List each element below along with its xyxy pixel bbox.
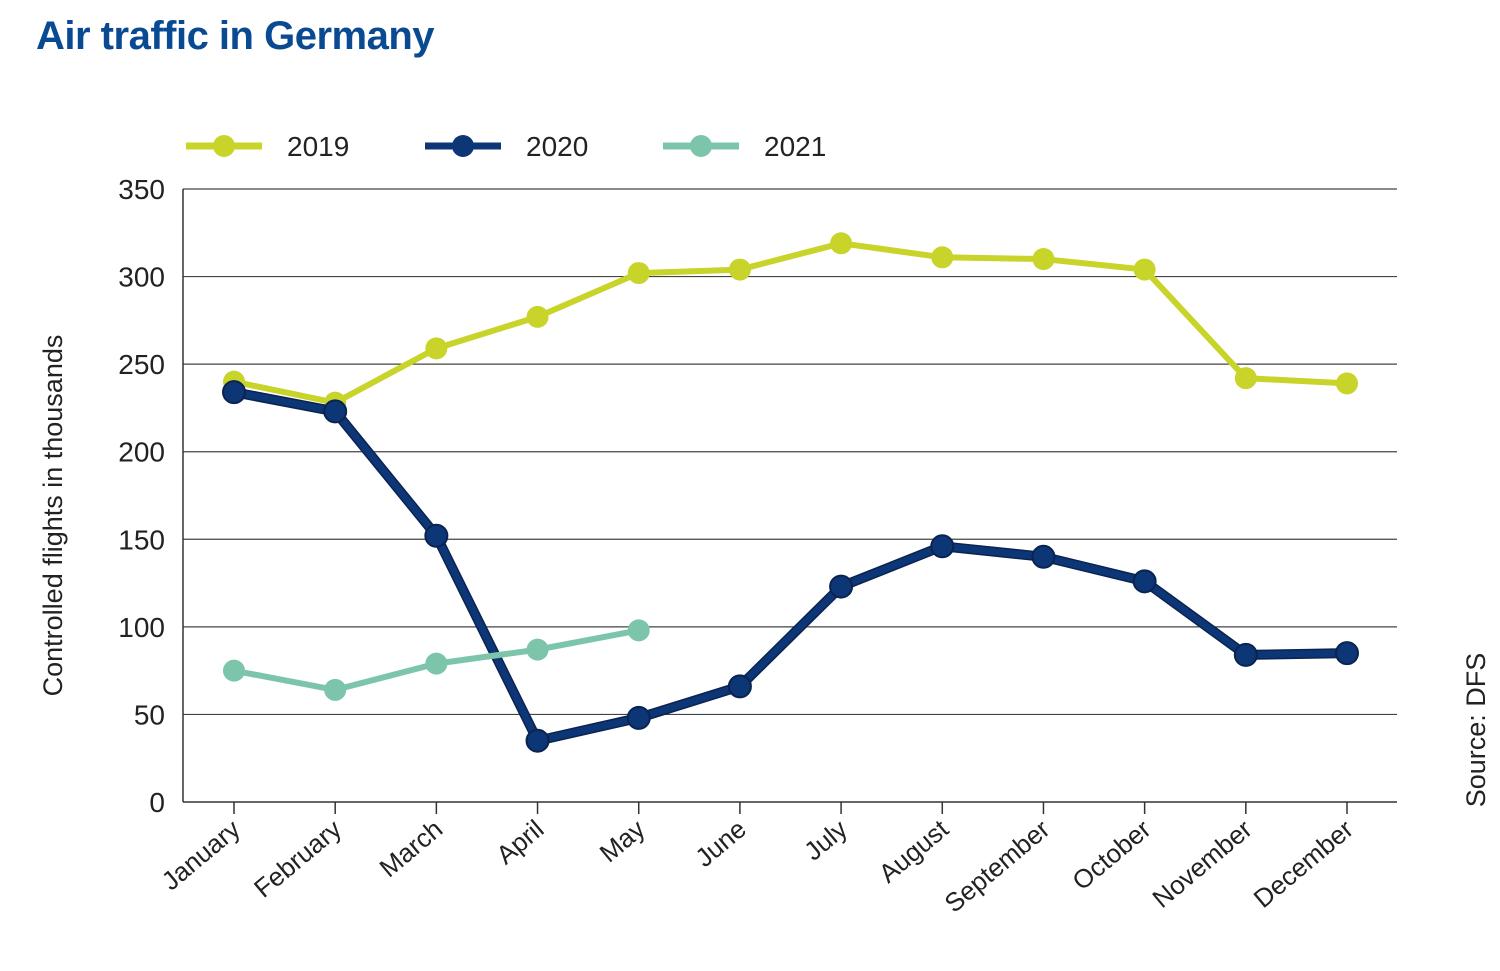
data-point-2019 [931,246,954,269]
y-tick-label: 250 [118,349,165,380]
x-tick-label: December [1248,813,1359,913]
data-point-2019 [1234,367,1257,390]
data-point-2020 [626,705,651,730]
data-point-2021 [526,638,549,661]
x-tick-label: October [1066,813,1156,896]
data-point-2020 [323,399,348,424]
data-point-2019 [627,262,650,285]
y-tick-label: 0 [149,787,165,818]
data-point-2019 [830,232,853,255]
data-point-2020 [1233,642,1258,667]
data-point-2020 [424,523,449,548]
legend-label: 2020 [526,131,588,162]
data-point-2019 [1032,248,1055,271]
data-point-2020 [1335,641,1359,666]
data-point-2020 [727,674,752,699]
x-tick-label: June [689,814,751,873]
data-point-2020 [930,534,955,559]
y-tick-label: 150 [118,524,165,555]
legend-marker [213,135,235,157]
x-tick-label: August [873,813,955,889]
series-line-2020 [233,388,1348,745]
x-tick-label: September [939,813,1056,918]
y-tick-label: 200 [118,437,165,468]
legend-label: 2019 [287,131,349,162]
data-point-2019 [425,337,448,360]
data-point-2019 [1336,372,1358,395]
data-point-2020 [525,728,550,753]
chart-title: Air traffic in Germany [36,14,435,58]
y-tick-label: 300 [118,262,165,293]
x-tick-label: July [798,814,853,867]
data-point-2021 [324,678,347,701]
data-point-2021 [425,652,448,675]
x-tick-label: November [1147,813,1258,913]
legend-marker [452,135,474,157]
y-tick-label: 100 [118,612,165,643]
data-point-2019 [728,258,751,281]
data-point-2020 [1132,569,1157,594]
x-tick-label: February [248,814,347,904]
legend-label: 2021 [764,131,826,162]
x-tick-label: January [156,814,246,896]
x-tick-label: May [594,814,651,869]
x-tick-label: April [490,814,549,870]
series-line-2019 [233,240,1348,406]
data-point-2021 [223,659,245,682]
series-line-outline [233,387,1348,746]
y-axis-label: Controlled flights in thousands [38,335,68,697]
source-note: Source: DFS [1461,653,1491,808]
y-tick-label: 350 [118,174,165,205]
data-point-2020 [222,380,246,405]
x-tick-label: March [374,814,449,883]
data-point-2019 [1133,258,1156,281]
data-point-2020 [1031,544,1056,569]
y-tick-label: 50 [134,699,165,730]
data-point-2021 [627,619,650,642]
data-point-2019 [526,305,549,328]
legend-marker [690,135,712,157]
data-point-2020 [829,574,854,599]
